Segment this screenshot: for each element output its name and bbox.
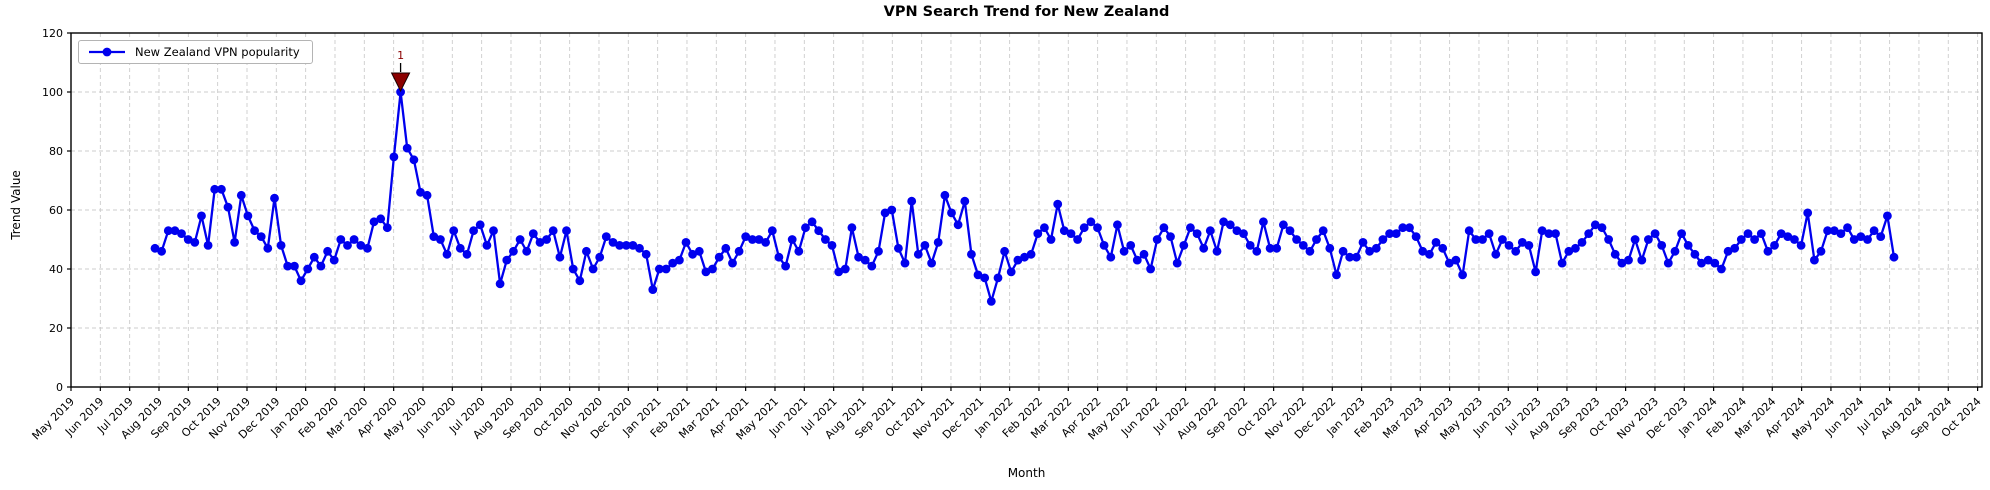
x-axis-label: Month [1007,466,1046,480]
legend-line-marker-icon [89,47,125,57]
svg-text:40: 40 [49,263,63,276]
peak-triangle-marker [390,72,411,93]
svg-text:120: 120 [42,27,63,40]
svg-text:100: 100 [42,86,63,99]
svg-text:60: 60 [49,204,63,217]
svg-text:20: 20 [49,322,63,335]
chart-title: VPN Search Trend for New Zealand [883,4,1170,20]
grid [70,32,1982,388]
legend-label: New Zealand VPN popularity [135,45,300,59]
trend-line [154,90,1896,303]
data-point-markers [150,87,1899,306]
y-tick-labels: 0 20 40 60 80 100 120 [42,27,71,394]
peak-annotation: 1 [390,49,411,93]
svg-text:80: 80 [49,145,63,158]
legend: New Zealand VPN popularity [78,40,313,64]
y-axis-label: Trend Value [9,170,23,240]
svg-text:0: 0 [56,381,63,394]
peak-annotation-label: 1 [397,49,404,62]
